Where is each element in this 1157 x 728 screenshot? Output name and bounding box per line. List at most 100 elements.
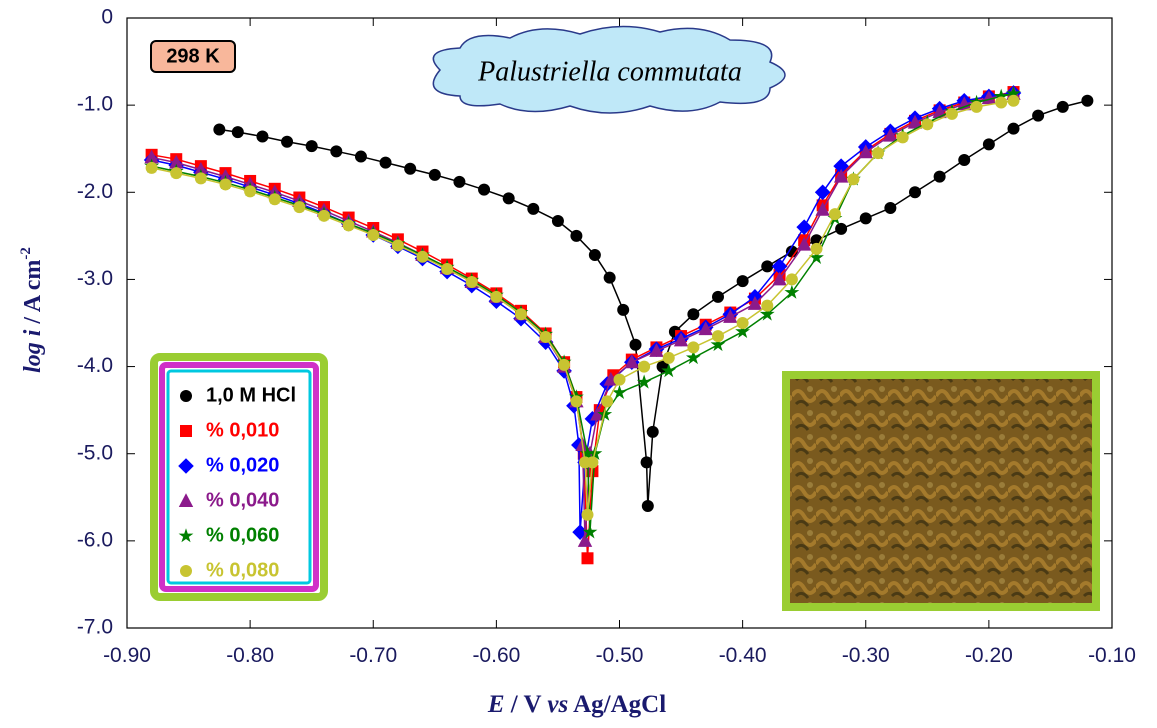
x-tick-label: -0.10	[1088, 644, 1136, 667]
data-point	[281, 136, 293, 148]
data-point	[601, 395, 613, 407]
data-point	[392, 239, 404, 251]
data-point	[811, 243, 823, 255]
data-point	[1008, 95, 1020, 107]
x-tick-label: -0.70	[349, 644, 397, 667]
data-point	[269, 193, 281, 205]
data-point	[921, 118, 933, 130]
data-point	[503, 192, 515, 204]
data-point	[527, 203, 539, 215]
x-label-part: E	[487, 691, 505, 718]
data-point	[604, 272, 616, 284]
y-label-part: log i	[20, 329, 46, 373]
data-point	[1008, 123, 1020, 135]
data-point	[478, 184, 490, 196]
data-point	[417, 251, 429, 263]
photo-inset	[786, 375, 1096, 607]
data-point	[872, 147, 884, 159]
data-point	[983, 138, 995, 150]
legend-marker	[180, 565, 192, 577]
data-point	[429, 169, 441, 181]
data-point	[641, 456, 653, 468]
data-point	[380, 157, 392, 169]
data-point	[490, 291, 502, 303]
data-point	[195, 172, 207, 184]
legend-label: % 0,010	[206, 419, 279, 441]
data-point	[581, 509, 593, 521]
data-point	[663, 352, 675, 364]
data-point	[232, 126, 244, 138]
legend-label: % 0,040	[206, 489, 279, 511]
data-point	[1081, 95, 1093, 107]
data-point	[1057, 101, 1069, 113]
data-point	[570, 395, 582, 407]
legend-label: % 0,060	[206, 524, 279, 546]
data-point	[244, 185, 256, 197]
data-point	[617, 304, 629, 316]
y-tick-label: -4.0	[77, 354, 113, 377]
data-point	[761, 300, 773, 312]
data-point	[1032, 110, 1044, 122]
y-tick-label: -7.0	[77, 616, 113, 639]
x-label-part: Ag/AgCl	[568, 691, 666, 718]
data-point	[897, 131, 909, 143]
data-point	[213, 124, 225, 136]
data-point	[712, 330, 724, 342]
y-tick-label: -2.0	[77, 180, 113, 203]
data-point	[946, 108, 958, 120]
legend-label: % 0,080	[206, 559, 279, 581]
data-point	[441, 263, 453, 275]
data-point	[737, 275, 749, 287]
x-tick-label: -0.50	[596, 644, 644, 667]
temperature-label: 298 K	[166, 45, 220, 67]
x-label-part: / V	[505, 691, 548, 718]
data-point	[355, 151, 367, 163]
y-label-sup: -2	[18, 247, 34, 260]
x-tick-label: -0.40	[719, 644, 767, 667]
data-point	[847, 173, 859, 185]
data-point	[971, 101, 983, 113]
x-axis-label: E / V vs Ag/AgCl	[487, 691, 666, 718]
data-point	[860, 212, 872, 224]
x-tick-label: -0.60	[472, 644, 520, 667]
data-point	[687, 341, 699, 353]
data-point	[934, 171, 946, 183]
data-point	[570, 230, 582, 242]
y-tick-label: 0	[101, 6, 113, 29]
y-label-part: / A cm	[20, 260, 46, 330]
x-label-part: vs	[547, 691, 568, 718]
data-point	[581, 552, 593, 564]
legend-label: 1,0 M HCl	[206, 384, 296, 406]
data-point	[170, 167, 182, 179]
data-point	[146, 162, 158, 174]
data-point	[884, 202, 896, 214]
data-point	[737, 317, 749, 329]
data-point	[453, 176, 465, 188]
data-point	[995, 97, 1007, 109]
data-point	[466, 276, 478, 288]
x-tick-label: -0.80	[226, 644, 274, 667]
y-axis-label: log i / A cm-2	[18, 247, 46, 373]
y-tick-label: -5.0	[77, 441, 113, 464]
legend-marker	[180, 425, 192, 437]
data-point	[612, 385, 627, 399]
data-point	[761, 260, 773, 272]
data-point	[367, 229, 379, 241]
data-point	[829, 208, 841, 220]
data-point	[958, 154, 970, 166]
data-point	[638, 361, 650, 373]
data-point	[293, 201, 305, 213]
data-point	[343, 219, 355, 231]
data-point	[540, 331, 552, 343]
data-point	[220, 178, 232, 190]
data-point	[256, 131, 268, 143]
x-tick-label: -0.20	[965, 644, 1013, 667]
data-point	[642, 500, 654, 512]
species-label: Palustriella commutata	[477, 56, 742, 87]
data-point	[796, 219, 812, 235]
data-point	[586, 456, 598, 468]
data-point	[404, 163, 416, 175]
data-point	[687, 308, 699, 320]
data-point	[306, 140, 318, 152]
data-point	[330, 145, 342, 157]
